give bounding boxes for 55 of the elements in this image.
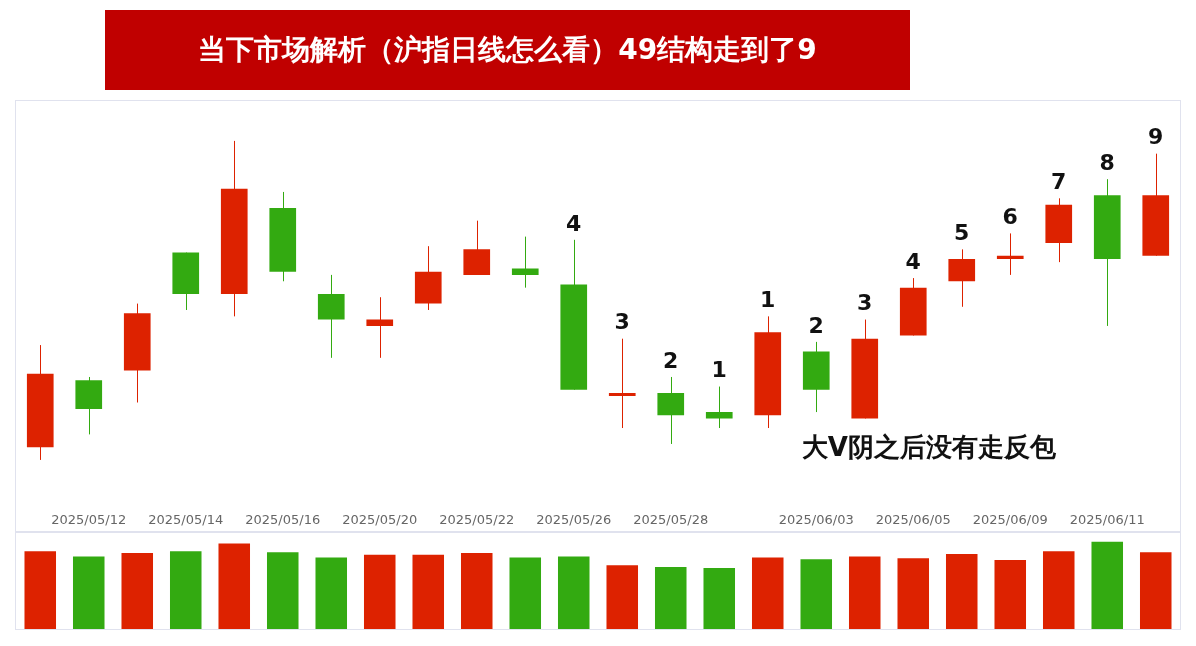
x-tick-label: 2025/05/26 bbox=[536, 511, 612, 527]
bar bbox=[1042, 551, 1075, 629]
text: 2 bbox=[663, 347, 679, 373]
text: 1 bbox=[711, 357, 727, 383]
x-tick-label: 2025/06/09 bbox=[972, 511, 1048, 527]
text: 5 bbox=[954, 220, 970, 246]
bar bbox=[24, 551, 57, 629]
text: 9 bbox=[1148, 124, 1164, 150]
bar bbox=[266, 552, 299, 629]
x-tick-label: 2025/05/16 bbox=[245, 511, 321, 527]
bar bbox=[509, 557, 542, 629]
bar bbox=[72, 556, 105, 629]
bar bbox=[315, 557, 348, 629]
candlestick bbox=[996, 232, 1024, 276]
bar bbox=[751, 557, 784, 629]
text: 4 bbox=[905, 248, 921, 274]
bar bbox=[1091, 541, 1124, 629]
bar bbox=[800, 559, 833, 629]
bar bbox=[169, 551, 202, 629]
annotation: 大V阴之后没有走反包 bbox=[801, 432, 1057, 463]
bar bbox=[703, 567, 736, 629]
bar bbox=[121, 553, 154, 629]
x-tick-label: 2025/05/12 bbox=[51, 511, 127, 527]
x-tick-label: 2025/05/14 bbox=[148, 511, 224, 527]
candlestick bbox=[608, 338, 636, 429]
bar bbox=[363, 554, 396, 629]
text: 8 bbox=[1099, 149, 1115, 175]
bar bbox=[994, 560, 1027, 629]
text: 3 bbox=[614, 309, 630, 335]
x-tick-label: 2025/05/28 bbox=[633, 511, 709, 527]
x-tick-label: 2025/06/05 bbox=[875, 511, 951, 527]
text: 3 bbox=[857, 290, 873, 316]
bar bbox=[412, 554, 445, 629]
bar bbox=[218, 543, 251, 629]
x-tick-label: 2025/05/20 bbox=[342, 511, 418, 527]
candlestick bbox=[705, 386, 733, 429]
text: 4 bbox=[566, 210, 582, 236]
bar bbox=[848, 556, 881, 629]
bar bbox=[945, 553, 978, 629]
bar bbox=[557, 556, 590, 629]
bar bbox=[606, 565, 639, 629]
x-tick-label: 2025/06/03 bbox=[778, 511, 854, 527]
x-tick-label: 2025/06/11 bbox=[1069, 511, 1145, 527]
bar bbox=[897, 558, 930, 629]
candlestick bbox=[366, 296, 394, 359]
x-tick-label: 2025/05/22 bbox=[439, 511, 515, 527]
bar bbox=[1139, 552, 1172, 629]
candlestick bbox=[511, 236, 539, 289]
text: 2 bbox=[808, 312, 824, 338]
bar bbox=[460, 553, 493, 629]
text: 7 bbox=[1051, 169, 1067, 195]
chart-title: 当下市场解析（沪指日线怎么看）49结构走到了9 bbox=[105, 10, 910, 90]
text: 6 bbox=[1002, 204, 1018, 230]
bar bbox=[654, 567, 687, 629]
text: 1 bbox=[760, 287, 776, 313]
